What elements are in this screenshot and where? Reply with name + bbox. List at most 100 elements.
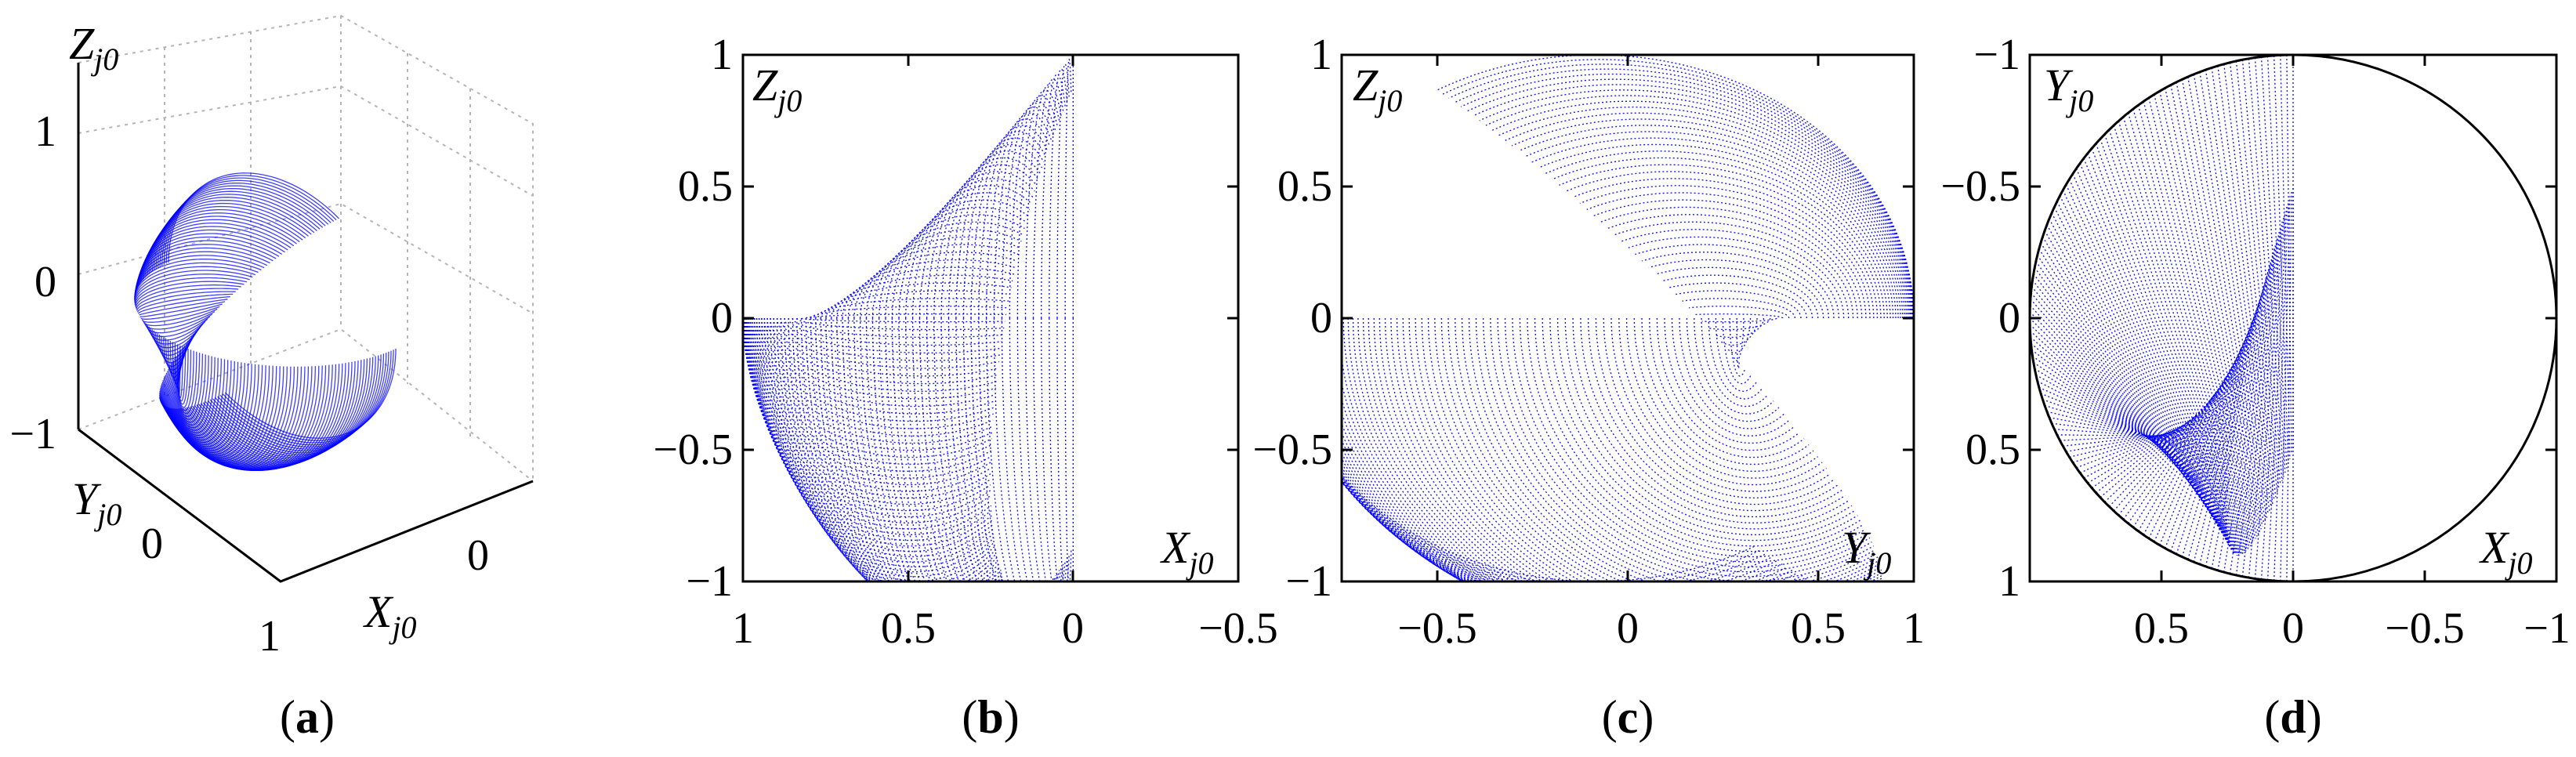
surface-line	[1342, 431, 1473, 581]
plot-frame-c	[1340, 53, 1915, 583]
surface-line	[1556, 317, 1853, 536]
surface-line	[165, 355, 209, 426]
surface-line	[134, 273, 250, 304]
surface-line	[159, 183, 329, 267]
surface-line	[2122, 116, 2252, 547]
surface-line	[166, 353, 204, 420]
surface-line	[2205, 70, 2272, 509]
surface-line	[1512, 317, 1868, 568]
z-axis-label-b: Zj0	[752, 60, 802, 118]
surface-line	[1714, 318, 1765, 339]
surface-line	[2148, 316, 2258, 539]
projection-yz	[1342, 55, 1914, 581]
projection-xy	[2030, 55, 2294, 581]
surface-line	[144, 311, 216, 330]
y-tick-label: −1	[1285, 557, 1332, 606]
surface-line	[136, 293, 234, 313]
surface-line	[1427, 317, 1883, 581]
surface-line	[805, 317, 873, 581]
surface-line	[748, 317, 993, 451]
surface-line	[1729, 317, 1746, 377]
surface-line	[2032, 356, 2229, 495]
surface-line	[2079, 163, 2241, 556]
surface-line	[2223, 63, 2277, 498]
surface-line	[139, 301, 226, 317]
y-tick-label: −0.5	[653, 426, 733, 474]
surface-line	[1454, 68, 1914, 319]
surface-line	[141, 306, 220, 323]
surface-line	[1695, 313, 1784, 319]
surface-line	[147, 202, 309, 276]
surface-line	[2054, 428, 2234, 443]
surface-line	[1534, 317, 1861, 552]
surface-line	[1056, 318, 1070, 581]
surface-line	[1368, 317, 1518, 581]
surface-line	[1610, 317, 1827, 492]
surface-line	[825, 282, 1012, 319]
surface-line	[1362, 317, 1513, 581]
z-axis-label-a: Zj0	[69, 18, 118, 77]
surface-line	[776, 317, 1000, 369]
surface-line	[2165, 88, 2262, 530]
surface-line	[918, 171, 1035, 319]
surface-line	[2158, 91, 2261, 532]
x-tick-label: 0	[2282, 604, 2304, 653]
surface-line	[770, 317, 998, 385]
surface-line	[161, 335, 193, 368]
surface-line	[2187, 76, 2268, 518]
surface-line	[2037, 255, 2230, 542]
surface-line	[1342, 317, 1493, 581]
surface-line	[1342, 480, 1788, 581]
surface-line	[2199, 265, 2270, 565]
surface-line	[2035, 374, 2230, 484]
surface-line	[2083, 394, 2241, 479]
surface-line	[2193, 270, 2269, 563]
surface-line	[2235, 232, 2280, 576]
surface-line	[1064, 58, 1072, 318]
surface-line	[2068, 179, 2238, 556]
surface-line	[1342, 422, 1475, 581]
surface-line	[1498, 106, 1905, 319]
surface-line	[2254, 57, 2284, 477]
surface-line	[993, 318, 1054, 581]
caption-c: (c)	[1602, 691, 1654, 743]
surface-line	[1342, 479, 1772, 581]
caption-a: (a)	[280, 691, 335, 743]
surface-line	[1621, 229, 1845, 319]
surface-line	[2273, 55, 2289, 464]
surface-line	[1676, 290, 1802, 319]
surface-line	[820, 290, 1010, 319]
surface-line	[1715, 318, 1758, 392]
surface-line	[1455, 317, 1881, 581]
surface-line	[2044, 404, 2231, 462]
surface-line	[1342, 354, 1488, 581]
surface-line	[2030, 299, 2228, 525]
surface-line	[135, 284, 241, 308]
surface-line	[743, 317, 991, 512]
surface-line	[2137, 104, 2255, 541]
y-axis-label-d: Yj0	[2044, 60, 2093, 118]
surface-line	[2072, 173, 2239, 556]
surface-line	[1056, 63, 1070, 318]
x-tick-label: −0.5	[1198, 604, 1278, 653]
surface-line	[150, 197, 315, 273]
surface-line	[2079, 400, 2241, 474]
surface-line	[1390, 317, 1544, 581]
y-tick-label: 0	[141, 520, 163, 568]
surface-line	[885, 206, 1027, 319]
surface-line	[891, 199, 1029, 319]
surface-line	[805, 313, 1007, 319]
y-tick-label: 0	[711, 294, 733, 342]
surface-line	[1497, 317, 1872, 578]
surface-line	[1373, 317, 1524, 581]
surface-line	[2030, 336, 2228, 506]
surface-line	[911, 317, 948, 581]
surface-line	[2100, 372, 2245, 498]
surface-line	[134, 277, 248, 306]
surface-line	[136, 291, 236, 311]
surface-line	[1379, 317, 1531, 581]
surface-line	[1565, 171, 1879, 319]
surface-line	[1024, 84, 1062, 318]
surface-line	[148, 199, 312, 274]
